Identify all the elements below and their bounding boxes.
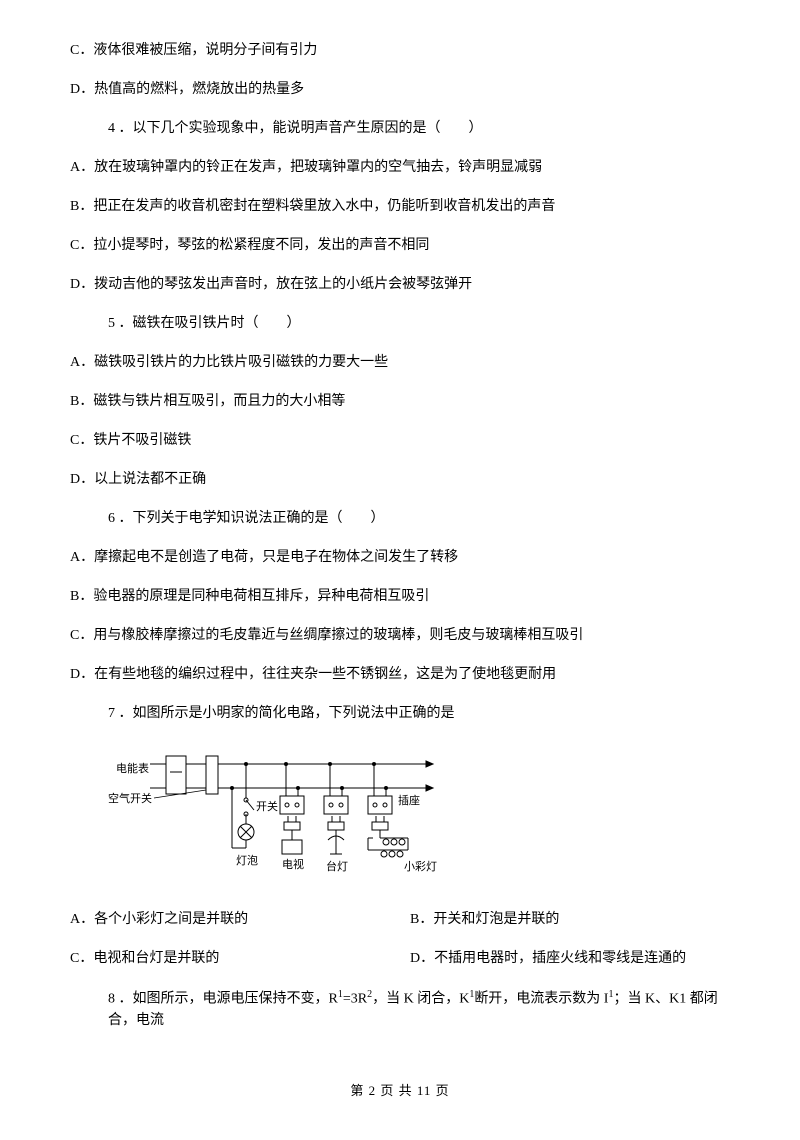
label-meter: 电能表	[116, 761, 149, 775]
q7-option-a: A．各个小彩灯之间是并联的	[70, 909, 410, 930]
label-airswitch: 空气开关	[108, 791, 152, 805]
q4-option-d: D．拨动吉他的琴弦发出声音时，放在弦上的小纸片会被琴弦弹开	[70, 274, 730, 295]
label-desklamp: 台灯	[326, 859, 348, 873]
page-content: C．液体很难被压缩，说明分子间有引力 D．热值高的燃料，燃烧放出的热量多 4 ．…	[0, 0, 800, 1140]
option-d-prev: D．热值高的燃料，燃烧放出的热量多	[70, 79, 730, 100]
q6-option-d: D．在有些地毯的编织过程中，往往夹杂一些不锈钢丝，这是为了使地毯更耐用	[70, 664, 730, 685]
q6-option-c: C．用与橡胶棒摩擦过的毛皮靠近与丝绸摩擦过的玻璃棒，则毛皮与玻璃棒相互吸引	[70, 625, 730, 646]
label-switch: 开关	[256, 799, 278, 813]
question-4-stem: 4 ．以下几个实验现象中，能说明声音产生原因的是（ ）	[108, 118, 730, 139]
q7-options-row2: C．电视和台灯是并联的 D．不插用电器时，插座火线和零线是连通的	[70, 948, 730, 969]
q8-pre: 8 ．如图所示，电源电压保持不变，R	[108, 992, 338, 1007]
q4-option-c: C．拉小提琴时，琴弦的松紧程度不同，发出的声音不相同	[70, 235, 730, 256]
question-5-stem: 5 ．磁铁在吸引铁片时（ ）	[108, 313, 730, 334]
q5-option-c: C．铁片不吸引磁铁	[70, 430, 730, 451]
question-8-stem: 8 ．如图所示，电源电压保持不变，R1=3R2，当 K 闭合，K1断开，电流表示…	[108, 987, 730, 1031]
page-footer: 第 2 页 共 11 页	[70, 1081, 730, 1101]
label-socket: 插座	[398, 793, 420, 807]
q7-option-b: B．开关和灯泡是并联的	[410, 909, 730, 930]
q8-m2: ，当 K 闭合，K	[372, 992, 469, 1007]
label-fairy: 小彩灯	[404, 860, 437, 873]
q4-option-b: B．把正在发声的收音机密封在塑料袋里放入水中，仍能听到收音机发出的声音	[70, 196, 730, 217]
q5-option-d: D．以上说法都不正确	[70, 469, 730, 490]
q6-option-a: A．摩擦起电不是创造了电荷，只是电子在物体之间发生了转移	[70, 547, 730, 568]
q7-option-c: C．电视和台灯是并联的	[70, 948, 410, 969]
question-7-stem: 7 ．如图所示是小明家的简化电路，下列说法中正确的是	[108, 703, 730, 724]
q8-m1: =3R	[343, 992, 367, 1007]
q7-option-d: D．不插用电器时，插座火线和零线是连通的	[410, 948, 730, 969]
q5-option-b: B．磁铁与铁片相互吸引，而且力的大小相等	[70, 391, 730, 412]
q8-m3: 断开，电流表示数为 I	[474, 992, 608, 1007]
label-tv: 电视	[282, 857, 304, 871]
question-6-stem: 6 ．下列关于电学知识说法正确的是（ ）	[108, 508, 730, 529]
q7-options-row1: A．各个小彩灯之间是并联的 B．开关和灯泡是并联的	[70, 909, 730, 930]
option-c-prev: C．液体很难被压缩，说明分子间有引力	[70, 40, 730, 61]
q6-option-b: B．验电器的原理是同种电荷相互排斥，异种电荷相互吸引	[70, 586, 730, 607]
q4-option-a: A．放在玻璃钟罩内的铃正在发声，把玻璃钟罩内的空气抽去，铃声明显减弱	[70, 157, 730, 178]
label-bulb: 灯泡	[236, 853, 258, 867]
circuit-diagram: 电能表 空气开关 开关 灯泡 插座 电视 台灯 小彩灯	[108, 742, 730, 899]
q5-option-a: A．磁铁吸引铁片的力比铁片吸引磁铁的力要大一些	[70, 352, 730, 373]
